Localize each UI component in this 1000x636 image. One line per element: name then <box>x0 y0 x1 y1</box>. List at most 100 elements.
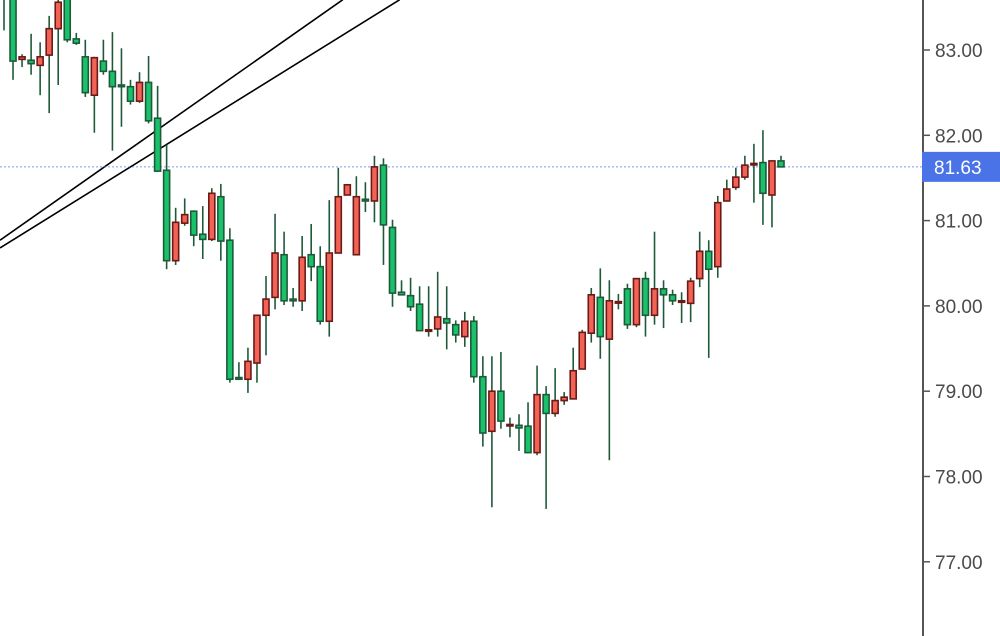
candle[interactable] <box>27 33 35 75</box>
candle[interactable] <box>343 183 352 196</box>
candle[interactable] <box>18 54 26 68</box>
candle[interactable] <box>370 155 379 223</box>
candle[interactable] <box>36 42 44 96</box>
candle[interactable] <box>632 277 641 328</box>
candle[interactable] <box>551 368 559 417</box>
candle[interactable] <box>587 287 596 343</box>
candle-body-down <box>72 38 81 44</box>
candle[interactable] <box>397 280 406 296</box>
candle[interactable] <box>135 72 144 103</box>
candle-body-up <box>768 160 776 196</box>
candle-body-up <box>605 299 614 340</box>
candle-body-down <box>108 70 117 88</box>
trendline-2[interactable] <box>0 0 401 249</box>
candle[interactable] <box>334 167 343 254</box>
candle[interactable] <box>162 144 171 270</box>
candle[interactable] <box>54 0 63 85</box>
candle[interactable] <box>90 56 99 133</box>
candle[interactable] <box>704 240 713 358</box>
candle[interactable] <box>235 362 243 381</box>
candle[interactable] <box>388 219 397 307</box>
candle[interactable] <box>226 228 234 383</box>
candle[interactable] <box>750 143 758 203</box>
candle[interactable] <box>641 271 650 337</box>
candle[interactable] <box>470 316 478 383</box>
candle[interactable] <box>171 207 180 265</box>
candle[interactable] <box>352 176 361 256</box>
candle[interactable] <box>271 213 279 310</box>
candle[interactable] <box>515 414 523 451</box>
candle[interactable] <box>126 79 135 105</box>
candle[interactable] <box>117 48 126 127</box>
candle[interactable] <box>488 356 496 508</box>
candle[interactable] <box>768 160 776 228</box>
candle[interactable] <box>578 329 587 370</box>
candle[interactable] <box>198 206 207 259</box>
candle[interactable] <box>45 15 53 114</box>
candle[interactable] <box>217 183 225 261</box>
candle[interactable] <box>72 32 81 45</box>
candle[interactable] <box>479 356 487 447</box>
candle[interactable] <box>244 347 252 393</box>
candle-body-up <box>433 316 442 330</box>
candle[interactable] <box>497 351 505 429</box>
candle[interactable] <box>361 182 370 213</box>
candle[interactable] <box>741 155 749 180</box>
candle[interactable] <box>415 286 424 332</box>
candle[interactable] <box>406 277 415 312</box>
candle[interactable] <box>289 287 297 307</box>
candle-body-down <box>497 390 505 422</box>
candle[interactable] <box>460 311 469 347</box>
candle[interactable] <box>442 286 451 350</box>
candle[interactable] <box>424 286 433 337</box>
candle[interactable] <box>280 231 288 306</box>
candle[interactable] <box>189 210 198 247</box>
candle[interactable] <box>108 32 117 151</box>
candle[interactable] <box>144 55 153 124</box>
candle[interactable] <box>686 277 695 323</box>
candle[interactable] <box>560 392 568 405</box>
candle[interactable] <box>298 235 306 312</box>
candle[interactable] <box>307 224 315 282</box>
price-axis[interactable]: 83.00 82.00 81.00 80.00 79.00 78.00 77.00 <box>923 41 983 574</box>
candle[interactable] <box>316 246 325 325</box>
candle[interactable] <box>677 292 686 323</box>
candle[interactable] <box>569 347 578 400</box>
candle[interactable] <box>451 320 460 343</box>
candle[interactable] <box>99 39 108 75</box>
candle[interactable] <box>379 158 388 265</box>
candle-body-down <box>27 59 35 65</box>
candle[interactable] <box>542 386 550 509</box>
candle-body-up <box>253 314 261 364</box>
candle[interactable] <box>695 231 704 288</box>
candle[interactable] <box>596 268 605 359</box>
candle[interactable] <box>722 179 731 202</box>
candle[interactable] <box>533 365 541 456</box>
candle[interactable] <box>605 280 614 461</box>
candle[interactable] <box>63 0 72 43</box>
candle[interactable] <box>759 130 767 225</box>
candle-body-down <box>515 424 523 429</box>
candle[interactable] <box>506 417 514 438</box>
candle[interactable] <box>253 314 261 383</box>
candle[interactable] <box>180 198 189 226</box>
candle[interactable] <box>732 167 740 190</box>
candle[interactable] <box>623 283 632 329</box>
candle[interactable] <box>659 280 668 329</box>
candle[interactable] <box>262 276 270 356</box>
candle[interactable] <box>650 231 659 325</box>
candle[interactable] <box>1 0 7 31</box>
candle[interactable] <box>777 155 785 168</box>
candle[interactable] <box>433 271 442 337</box>
candle[interactable] <box>524 402 532 454</box>
candle[interactable] <box>614 293 623 310</box>
candle[interactable] <box>208 188 216 242</box>
candle[interactable] <box>713 195 722 278</box>
candle[interactable] <box>9 0 17 80</box>
candle[interactable] <box>153 85 162 172</box>
trendline-1[interactable] <box>0 0 344 241</box>
candle[interactable] <box>325 200 334 337</box>
candle[interactable] <box>668 289 677 306</box>
candle[interactable] <box>81 39 90 97</box>
